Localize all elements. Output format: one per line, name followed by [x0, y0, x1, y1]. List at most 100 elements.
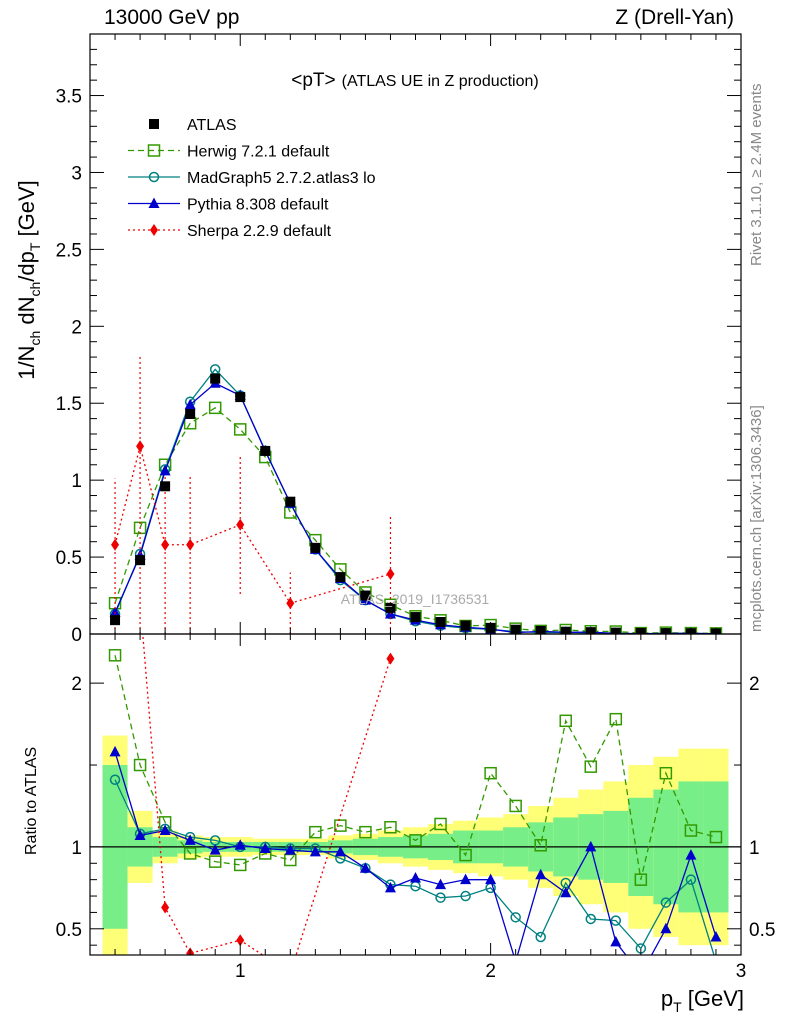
x-tick-label: 2	[485, 961, 496, 982]
legend-label-pythia-8-308-default: Pythia 8.308 default	[187, 197, 329, 214]
ratio-y-tick-label-right: 1	[749, 838, 760, 859]
ratio-pythia-8-308-default-point	[234, 839, 246, 850]
chart-subtitle: (ATLAS UE in Z production)	[342, 73, 539, 90]
ratio-herwig-7-2-1-default-point	[684, 824, 698, 837]
ratio-y-tick-label-right: 0.5	[749, 920, 775, 941]
ratio-plot-series	[108, 634, 723, 979]
ratio-bands	[90, 735, 741, 955]
legend-label-sherpa-2-2-9-default: Sherpa 2.2.9 default	[187, 223, 332, 240]
ratio-madgraph5-2-7-2-atlas3-lo-point	[460, 890, 471, 902]
main-herwig-7-2-1-default-point	[559, 623, 572, 634]
ratio-y-tick-label-right: 2	[749, 674, 760, 695]
ratio-herwig-7-2-1-default-point	[509, 799, 522, 813]
ratio-madgraph5-2-7-2-atlas3-lo-point	[109, 774, 121, 786]
ratio-pythia-8-308-default-point	[209, 844, 221, 855]
ratio-y-tick-label-left: 0.5	[56, 920, 82, 941]
ratio-pythia-8-308-default-point	[134, 829, 146, 840]
main-y-tick-label: 3.5	[56, 87, 82, 108]
ratio-pythia-8-308-default-point	[435, 878, 447, 890]
ratio-pythia-8-308-default-point	[685, 849, 697, 860]
ratio-herwig-7-2-1-default-point	[108, 649, 122, 662]
header-left: 13000 GeV pp	[104, 6, 240, 29]
main-y-tick-label: 2	[71, 317, 82, 338]
ratio-herwig-7-2-1-default-point	[584, 760, 598, 773]
ratio-madgraph5-2-7-2-atlas3-lo-point	[660, 897, 672, 908]
ratio-herwig-7-2-1-default-point	[459, 848, 472, 862]
ratio-herwig-7-2-1-default-point	[133, 758, 147, 772]
main-herwig-7-2-1-default-point	[233, 423, 247, 436]
main-pythia-8-308-default-point	[109, 606, 121, 617]
ylabel-part-0: 1/N	[14, 346, 39, 380]
legend-label-madgraph5-2-7-2-atlas3-lo: MadGraph5 2.7.2.atlas3 lo	[187, 170, 376, 187]
main-atlas-point	[435, 617, 446, 627]
ratio-pythia-8-308-default-point	[309, 845, 321, 857]
main-atlas-point	[285, 496, 296, 507]
main-sherpa-2-2-9-default-point	[136, 440, 145, 453]
main-atlas-point	[110, 615, 121, 626]
main-sherpa-2-2-9-default-point	[236, 518, 245, 531]
main-atlas-point	[185, 409, 196, 419]
main-herwig-7-2-1-default-point	[208, 401, 222, 415]
ratio-herwig-7-2-1-default-point	[233, 858, 247, 872]
legend-marker-herwig-7-2-1-default	[147, 144, 161, 157]
ratio-herwig-7-2-1-default-point	[534, 839, 547, 852]
axes: 1 2 3 0 0.5 1 1.5 2 2.5 3 3.5 0.5 0.5 1 1 2 2	[56, 33, 775, 982]
ylabel-sub-1: ch	[27, 331, 43, 346]
main-atlas-point	[210, 373, 221, 384]
ratio-herwig-7-2-1-default-point	[334, 819, 347, 832]
ratio-pythia-8-308-default-point	[710, 930, 722, 942]
ratio-pythia-8-308-default-point	[259, 842, 271, 854]
ratio-sherpa-2-2-9-default-point	[236, 934, 245, 947]
main-atlas-point	[385, 602, 396, 613]
ratio-madgraph5-2-7-2-atlas3-lo-line	[114, 779, 715, 955]
ratio-herwig-7-2-1-default-point	[409, 834, 422, 847]
ylabel-sub-3: ch	[27, 282, 43, 297]
ratio-pythia-8-308-default-point	[610, 935, 622, 947]
ratio-madgraph5-2-7-2-atlas3-lo-point	[610, 915, 622, 926]
main-y-tick-label: 2.5	[56, 240, 82, 261]
x-axis-label: pT [GeV]	[661, 986, 744, 1015]
ratio-madgraph5-2-7-2-atlas3-lo-point	[685, 874, 697, 885]
ratio-pythia-8-308-default-point	[184, 834, 196, 845]
ratio-sherpa-2-2-9-default-point	[286, 967, 294, 979]
legend-label-atlas: ATLAS	[187, 117, 237, 134]
main-sherpa-2-2-9-default-point	[161, 538, 170, 551]
main-atlas-point	[160, 481, 171, 492]
chart-labels: <pT> (ATLAS UE in Z production) ATLAS_201…	[14, 70, 744, 1015]
x-tick-label: 3	[736, 961, 747, 982]
ylabel-part-4: /dp	[14, 251, 39, 282]
ratio-pythia-8-308-default-point	[510, 956, 521, 967]
main-y-tick-label: 3	[71, 163, 82, 184]
main-sherpa-2-2-9-default-point	[386, 568, 395, 580]
ratio-herwig-7-2-1-default-line	[114, 655, 717, 880]
ratio-herwig-7-2-1-default-point	[434, 817, 447, 831]
ratio-sherpa-2-2-9-default-point	[161, 901, 170, 914]
ylabel-part-2: dN	[14, 297, 39, 331]
main-y-tick-label: 1.5	[56, 394, 82, 415]
ratio-pythia-8-308-default-point	[560, 886, 572, 898]
main-y-tick-label: 0	[71, 625, 82, 646]
ratio-pythia-8-308-default-point	[535, 868, 547, 880]
main-atlas-point	[310, 542, 321, 553]
main-y-tick-label: 0.5	[56, 548, 82, 569]
xlabel-unit: [GeV]	[682, 986, 744, 1011]
ratio-pythia-8-308-default-point	[585, 840, 597, 852]
legend-marker-madgraph5-2-7-2-atlas3-lo	[148, 171, 160, 183]
ratio-madgraph5-2-7-2-atlas3-lo-point	[435, 892, 446, 903]
ratio-pythia-8-308-default-point	[485, 873, 497, 885]
ratio-pythia-8-308-default-point	[334, 845, 346, 857]
main-y-tick-label: 1	[71, 471, 82, 492]
side-label-mcplots: mcplots.cern.ch [arXiv:1306.3436]	[748, 405, 765, 632]
main-sherpa-2-2-9-default-point	[111, 538, 120, 551]
main-atlas-point	[460, 620, 471, 631]
xlabel-sub: T	[673, 999, 682, 1015]
ratio-herwig-7-2-1-default-point	[659, 766, 673, 780]
ratio-madgraph5-2-7-2-atlas3-lo-point	[535, 931, 546, 943]
main-herwig-7-2-1-default-point	[509, 622, 522, 634]
ylabel-part-6: [GeV]	[14, 180, 39, 242]
ratio-herwig-7-2-1-default-point	[208, 855, 222, 868]
ratio-herwig-7-2-1-default-point	[309, 825, 322, 839]
ratio-madgraph5-2-7-2-atlas3-lo-point	[585, 913, 597, 925]
ratio-pythia-8-308-default-point	[284, 844, 296, 855]
